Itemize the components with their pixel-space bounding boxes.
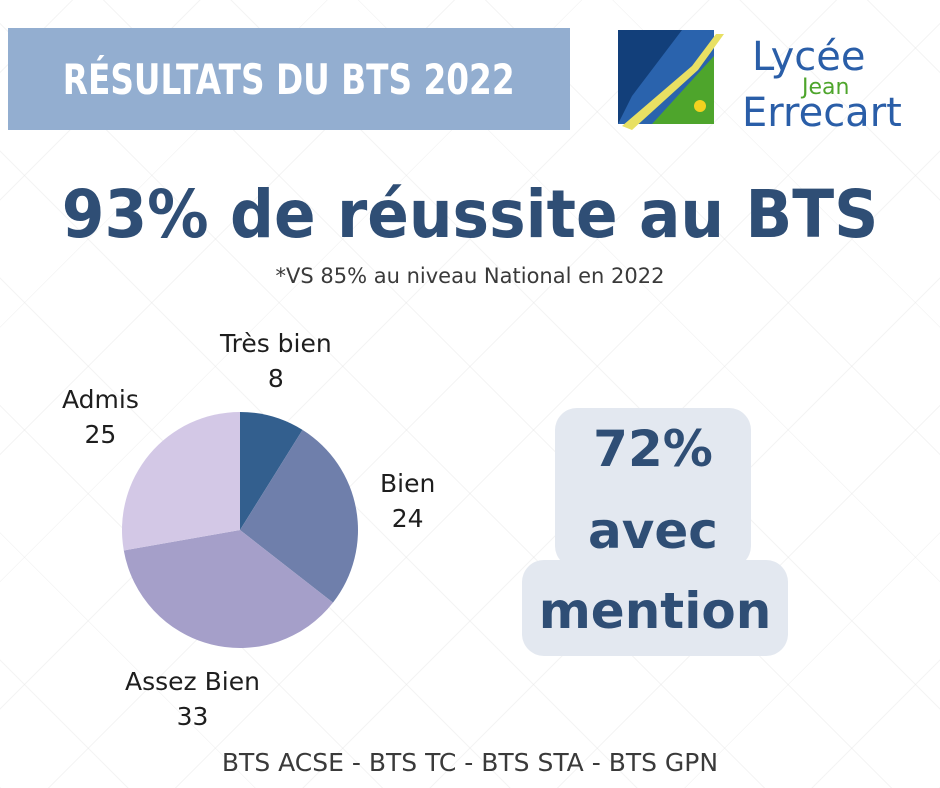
headline: 93% de réussite au BTS xyxy=(0,176,940,253)
logo-text-lycee: Lycée xyxy=(752,34,866,80)
slice-value: 33 xyxy=(176,702,209,731)
mention-box-top xyxy=(555,408,751,568)
headline-text: 93% de réussite au BTS xyxy=(61,176,879,253)
logo-yellow-swoosh xyxy=(622,34,724,130)
label-tres-bien: Très bien 8 xyxy=(220,326,332,396)
logo-text-errecart: Errecart xyxy=(742,90,902,134)
results-pie-chart xyxy=(122,412,358,648)
pie-slice-admis xyxy=(122,412,240,551)
pie-slice-bien xyxy=(240,429,358,603)
national-comparison-note: *VS 85% au niveau National en 2022 xyxy=(275,264,665,288)
mention-avec: avec xyxy=(588,502,718,560)
label-bien: Bien 24 xyxy=(380,466,435,536)
pie-slice-très-bien xyxy=(240,412,303,530)
logo-text-jean: Jean xyxy=(800,75,849,100)
banner-title: RÉSULTATS DU BTS 2022 xyxy=(63,54,515,104)
slice-label: Assez Bien xyxy=(125,667,260,696)
mention-percent: 72% xyxy=(593,420,713,478)
mention-word: mention xyxy=(538,582,772,640)
slice-label: Bien xyxy=(380,469,436,498)
footer-bts-list: BTS ACSE - BTS TC - BTS STA - BTS GPN xyxy=(221,748,719,777)
label-admis: Admis 25 xyxy=(62,382,139,452)
title-banner: RÉSULTATS DU BTS 2022 xyxy=(8,28,570,130)
school-logo: Lycée Jean Errecart xyxy=(618,30,902,134)
slice-value: 25 xyxy=(84,420,117,449)
logo-dark-shape xyxy=(618,30,682,124)
pie-slice-assez-bien xyxy=(123,530,333,648)
slice-label: Admis xyxy=(62,385,139,414)
label-assez-bien: Assez Bien 33 xyxy=(125,664,260,734)
slice-value: 24 xyxy=(391,504,424,533)
slice-value: 8 xyxy=(267,364,284,393)
logo-sun-icon xyxy=(694,100,706,112)
mention-box-bottom xyxy=(522,560,788,656)
slice-label: Très bien xyxy=(220,329,332,358)
